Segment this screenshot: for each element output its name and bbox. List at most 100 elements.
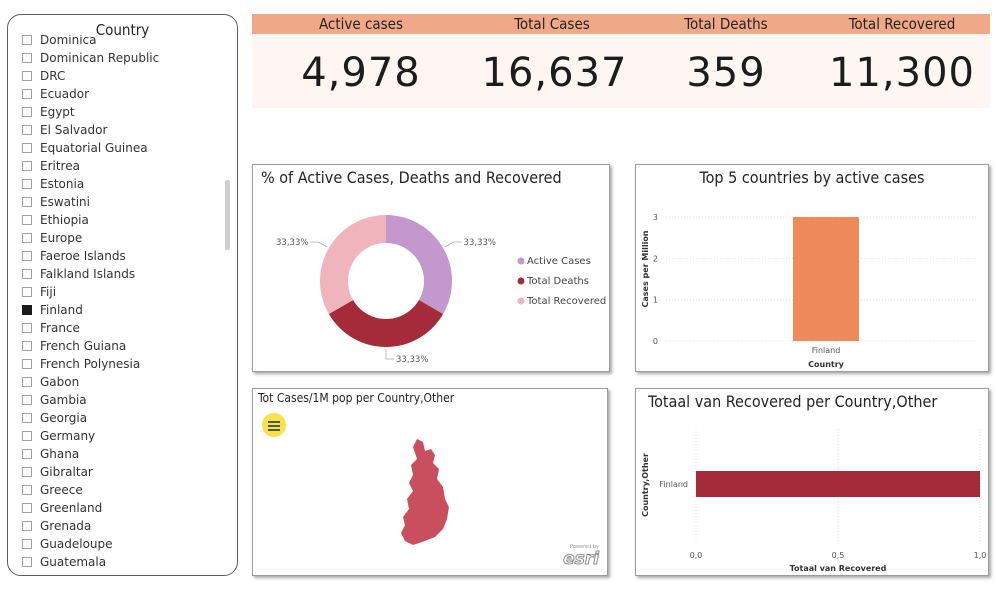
slicer-item[interactable]: Equatorial Guinea [22, 139, 148, 157]
slicer-checkbox[interactable] [22, 449, 32, 459]
slicer-checkbox[interactable] [22, 323, 32, 333]
slicer-checkbox[interactable] [22, 521, 32, 531]
slicer-item[interactable]: Gabon [22, 373, 79, 391]
slicer-checkbox[interactable] [22, 431, 32, 441]
donut-slice[interactable] [386, 215, 452, 314]
slicer-checkbox[interactable] [22, 359, 32, 369]
recovered-bar[interactable] [696, 471, 980, 497]
slicer-item[interactable]: Fiji [22, 283, 56, 301]
slicer-item[interactable]: Gambia [22, 391, 87, 409]
slicer-scrollbar[interactable] [225, 180, 230, 250]
slicer-checkbox[interactable] [22, 71, 32, 81]
slicer-item[interactable]: El Salvador [22, 121, 107, 139]
slicer-checkbox[interactable] [22, 233, 32, 243]
legend-marker [517, 257, 525, 265]
legend-label[interactable]: Active Cases [527, 256, 591, 267]
slicer-checkbox[interactable] [22, 395, 32, 405]
slicer-item[interactable]: Finland [22, 301, 83, 319]
kpi-total-cases-value: 16,637 [481, 50, 628, 96]
legend-marker [517, 297, 525, 305]
kpi-value-strip: 4,978 16,637 359 11,300 [252, 34, 990, 108]
slicer-item[interactable]: Falkland Islands [22, 265, 135, 283]
donut-data-label: 33,33% [396, 355, 428, 365]
donut-slice[interactable] [320, 215, 386, 314]
slicer-item[interactable]: Dominican Republic [22, 49, 159, 67]
slicer-item[interactable]: Germany [22, 427, 95, 445]
slicer-checkbox[interactable] [22, 287, 32, 297]
recovered-chart-title: Totaal van Recovered per Country,Other [648, 392, 938, 411]
slicer-item[interactable]: Guatemala [22, 553, 106, 571]
slicer-item-label: Ethiopia [40, 213, 89, 227]
slicer-item[interactable]: French Guiana [22, 337, 126, 355]
slicer-item[interactable]: Greenland [22, 499, 102, 517]
kpi-header-strip: Active cases Total Cases Total Deaths To… [252, 14, 990, 34]
slicer-item[interactable]: Grenada [22, 517, 91, 535]
top5-ytick: 0 [653, 337, 658, 346]
slicer-checkbox[interactable] [22, 413, 32, 423]
donut-slice[interactable] [328, 300, 444, 347]
map-menu-button[interactable] [262, 413, 286, 437]
slicer-item-label: Gabon [40, 375, 80, 389]
slicer-checkbox[interactable] [22, 341, 32, 351]
slicer-checkbox[interactable] [22, 197, 32, 207]
slicer-item[interactable]: Guadeloupe [22, 535, 113, 553]
slicer-checkbox[interactable] [22, 467, 32, 477]
map-card[interactable]: Tot Cases/1M pop per Country,Other Power… [252, 388, 608, 576]
slicer-checkbox[interactable] [22, 35, 32, 45]
slicer-checkbox[interactable] [22, 251, 32, 261]
slicer-checkbox[interactable] [22, 539, 32, 549]
slicer-item[interactable]: Faeroe Islands [22, 247, 126, 265]
slicer-checkbox[interactable] [22, 269, 32, 279]
top5-chart-card[interactable]: Top 5 countries by active cases 0 1 2 3 Finl… [635, 164, 989, 372]
top5-ytick: 3 [653, 213, 658, 222]
top5-bar[interactable] [793, 217, 859, 341]
donut-leader-line [310, 241, 328, 248]
legend-label[interactable]: Total Recovered [526, 296, 606, 307]
finland-map[interactable] [253, 389, 607, 575]
legend-marker [517, 277, 525, 285]
slicer-item-label: Finland [40, 303, 83, 317]
slicer-checkbox[interactable] [22, 53, 32, 63]
slicer-item[interactable]: Eritrea [22, 157, 80, 175]
slicer-item[interactable]: French Polynesia [22, 355, 140, 373]
slicer-item[interactable]: France [22, 319, 80, 337]
slicer-item[interactable]: Dominica [22, 35, 97, 49]
top5-bar-chart: 0 1 2 3 Finland Country Cases per Million [641, 213, 976, 369]
recovered-ylabel: Country,Other [641, 453, 650, 517]
donut-chart: 33,33% 33,33% 33,33% Active Cases Total Dea… [276, 215, 606, 365]
slicer-item[interactable]: Ethiopia [22, 211, 89, 229]
slicer-item[interactable]: Egypt [22, 103, 75, 121]
slicer-item[interactable]: Europe [22, 229, 82, 247]
slicer-checkbox[interactable] [22, 89, 32, 99]
donut-data-label: 33,33% [276, 238, 308, 248]
slicer-checkbox[interactable] [22, 503, 32, 513]
slicer-checkbox[interactable] [22, 557, 32, 567]
slicer-item[interactable]: Georgia [22, 409, 87, 427]
esri-logo: esri [563, 549, 600, 570]
slicer-checkbox[interactable] [22, 161, 32, 171]
donut-chart-title: % of Active Cases, Deaths and Recovered [261, 168, 562, 187]
slicer-item[interactable]: Ghana [22, 445, 79, 463]
slicer-checkbox[interactable] [22, 179, 32, 189]
slicer-item[interactable]: Eswatini [22, 193, 90, 211]
slicer-checkbox[interactable] [22, 107, 32, 117]
recovered-chart-card[interactable]: Totaal van Recovered per Country,Other 0… [635, 388, 989, 576]
slicer-item[interactable]: DRC [22, 67, 65, 85]
slicer-item[interactable]: Gibraltar [22, 463, 93, 481]
donut-data-label: 33,33% [464, 238, 496, 248]
slicer-item-label: El Salvador [40, 123, 108, 137]
slicer-item[interactable]: Estonia [22, 175, 84, 193]
slicer-checkbox[interactable] [22, 143, 32, 153]
slicer-item-label: Faeroe Islands [40, 249, 126, 263]
slicer-item-label: Georgia [40, 411, 88, 425]
slicer-checkbox[interactable] [22, 305, 32, 315]
slicer-checkbox[interactable] [22, 125, 32, 135]
donut-chart-card[interactable]: % of Active Cases, Deaths and Recovered … [252, 164, 610, 372]
slicer-item[interactable]: Ecuador [22, 85, 89, 103]
legend-label[interactable]: Total Deaths [526, 276, 589, 287]
kpi-total-recovered-value: 11,300 [829, 50, 975, 96]
slicer-checkbox[interactable] [22, 377, 32, 387]
slicer-item[interactable]: Greece [22, 481, 83, 499]
slicer-checkbox[interactable] [22, 215, 32, 225]
slicer-checkbox[interactable] [22, 485, 32, 495]
